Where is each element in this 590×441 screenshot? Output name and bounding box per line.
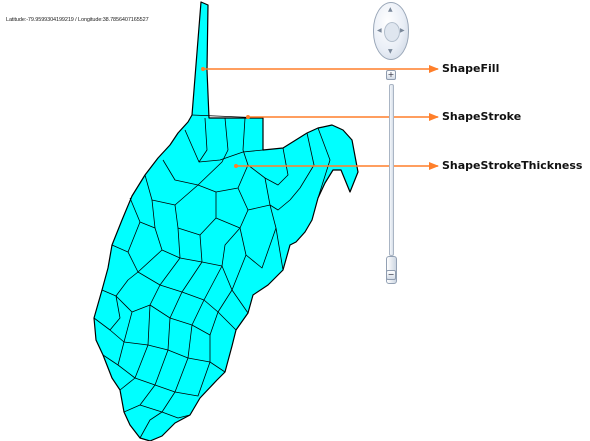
pan-up-icon[interactable]: ▲: [388, 6, 393, 13]
coordinate-readout: Latitude:-79.9599304199219 / Longitude:3…: [6, 17, 149, 23]
zoom-in-button[interactable]: +: [386, 70, 396, 80]
pan-right-icon[interactable]: ▶: [400, 27, 405, 34]
pan-center-button[interactable]: [384, 22, 400, 42]
pan-ring-icon[interactable]: ▲ ◀ ▶ ▼: [373, 2, 409, 60]
county-borders: [93, 114, 331, 439]
pan-left-icon[interactable]: ◀: [377, 27, 382, 34]
zoom-out-button[interactable]: −: [386, 270, 396, 280]
shapestrokethickness-label: ShapeStrokeThickness: [442, 159, 583, 172]
shapestroke-label: ShapeStroke: [442, 110, 522, 123]
zoom-slider-track[interactable]: [389, 84, 394, 256]
shapefill-label: ShapeFill: [442, 62, 500, 75]
state-outline[interactable]: [93, 1, 359, 441]
pan-down-icon[interactable]: ▼: [388, 48, 393, 55]
west-virginia-map[interactable]: [93, 1, 359, 441]
annotation-arrows: [201, 65, 439, 170]
